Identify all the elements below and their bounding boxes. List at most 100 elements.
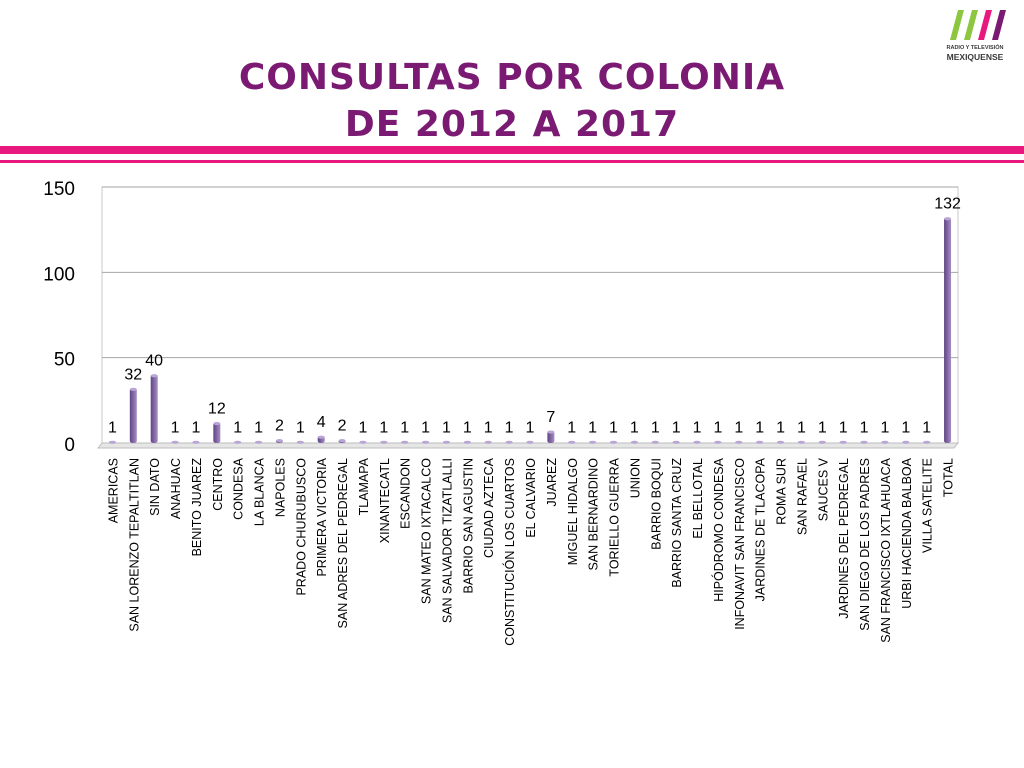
x-tick-label: BARRIO BOQUI bbox=[649, 458, 663, 550]
logo-stripe bbox=[964, 10, 978, 40]
data-label: 1 bbox=[484, 419, 493, 436]
x-tick-label: TOTAL bbox=[942, 458, 956, 497]
data-label: 1 bbox=[672, 419, 681, 436]
x-tick-label: HIPÓDROMO CONDESA bbox=[711, 457, 726, 601]
bar-top bbox=[526, 440, 534, 444]
data-label: 1 bbox=[505, 419, 514, 436]
data-label: 1 bbox=[797, 419, 806, 436]
x-tick-label: CIUDAD AZTECA bbox=[482, 457, 496, 558]
bar-top bbox=[484, 440, 492, 444]
x-tick-label: PRADO CHURUBUSCO bbox=[294, 458, 308, 596]
data-label: 1 bbox=[609, 419, 618, 436]
data-label: 1 bbox=[860, 419, 869, 436]
data-label: 12 bbox=[208, 401, 226, 418]
data-label: 1 bbox=[379, 419, 388, 436]
bar-top bbox=[108, 440, 116, 444]
x-tick-label: LA BLANCA bbox=[253, 457, 267, 526]
data-label: 1 bbox=[567, 419, 576, 436]
bar-top bbox=[422, 440, 430, 444]
data-label: 1 bbox=[526, 419, 535, 436]
x-tick-label: SAN BERNARDINO bbox=[587, 458, 601, 571]
bar-top bbox=[797, 440, 805, 444]
slide-title-line1: CONSULTAS POR COLONIA bbox=[238, 57, 786, 98]
x-tick-label: TLAMAPA bbox=[357, 457, 371, 515]
data-label: 132 bbox=[934, 196, 961, 213]
bar-top bbox=[839, 440, 847, 444]
data-label: 1 bbox=[191, 419, 200, 436]
logo-text-bottom: MEXIQUENSE bbox=[946, 52, 1004, 62]
bar-top bbox=[213, 421, 221, 426]
y-tick-label: 150 bbox=[43, 179, 75, 200]
x-tick-label: EL CALVARIO bbox=[524, 458, 538, 538]
data-label: 2 bbox=[275, 418, 284, 435]
data-label: 1 bbox=[254, 419, 263, 436]
data-label: 1 bbox=[901, 419, 910, 436]
data-label: 2 bbox=[338, 418, 347, 435]
logo-stripe bbox=[950, 10, 964, 40]
bar-top bbox=[651, 440, 659, 444]
bar-top bbox=[902, 440, 910, 444]
bar-top bbox=[777, 440, 785, 444]
bar-top bbox=[923, 440, 931, 444]
bar-top bbox=[505, 440, 513, 444]
bar-top bbox=[359, 440, 367, 444]
data-label: 1 bbox=[755, 419, 764, 436]
x-tick-label: ANAHUAC bbox=[169, 458, 183, 519]
header-divider-line bbox=[0, 160, 1024, 163]
y-tick-label: 100 bbox=[43, 264, 75, 285]
bar-top bbox=[338, 438, 346, 443]
bar-top bbox=[672, 440, 680, 444]
y-tick-label: 50 bbox=[54, 350, 75, 371]
data-label: 32 bbox=[124, 366, 142, 383]
y-tick-label: 0 bbox=[64, 435, 75, 456]
x-tick-label: SAN DIEGO DE LOS PADRES bbox=[858, 458, 872, 631]
x-tick-label: JUAREZ bbox=[545, 458, 559, 507]
bar-top bbox=[317, 435, 325, 439]
bar bbox=[213, 422, 221, 443]
logo-stripes-icon bbox=[950, 10, 1006, 40]
bar-top bbox=[192, 440, 200, 444]
bar-top bbox=[589, 440, 597, 444]
data-label: 1 bbox=[442, 419, 451, 436]
data-label: 1 bbox=[713, 419, 722, 436]
bar-top bbox=[610, 440, 618, 444]
bar-top bbox=[129, 387, 137, 391]
data-label: 1 bbox=[233, 419, 242, 436]
x-tick-label: JARDINES DE TLACOPA bbox=[754, 457, 768, 601]
x-tick-label: SAN RAFAEL bbox=[795, 458, 809, 535]
logo-text-top: RADIO Y TELEVISIÓN bbox=[946, 45, 1004, 51]
x-tick-label: CONDESA bbox=[232, 457, 246, 519]
data-label: 7 bbox=[546, 409, 555, 426]
plot-area bbox=[101, 186, 959, 444]
data-label: 1 bbox=[588, 419, 597, 436]
bar-top bbox=[735, 440, 743, 444]
x-tick-label: INFONAVIT SAN FRANCISCO bbox=[733, 458, 747, 630]
bar-top bbox=[568, 440, 576, 444]
x-tick-label: BARRIO SAN AGUSTIN bbox=[461, 458, 475, 593]
bar-top bbox=[714, 440, 722, 444]
x-tick-label: VILLA SATELITE bbox=[921, 458, 935, 553]
bar-top bbox=[150, 374, 158, 378]
data-label: 1 bbox=[421, 419, 430, 436]
slide-title-line2: DE 2012 A 2017 bbox=[344, 104, 680, 145]
data-label: 1 bbox=[922, 419, 931, 436]
bar-top bbox=[171, 440, 179, 444]
channel-logo: RADIO Y TELEVISIÓN MEXIQUENSE bbox=[938, 8, 1012, 62]
x-tick-label: JARDINES DEL PEDREGAL bbox=[837, 458, 851, 619]
x-tick-label: AMERICAS bbox=[106, 458, 120, 523]
data-label: 1 bbox=[880, 419, 889, 436]
x-tick-label: TORIELLO GUERRA bbox=[608, 457, 622, 576]
bar-top bbox=[234, 440, 242, 444]
x-tick-label: SAUCES V bbox=[816, 457, 830, 521]
data-label: 40 bbox=[145, 353, 163, 370]
x-tick-label: SAN MATEO IXTACALCO bbox=[420, 458, 434, 604]
x-tick-label: SAN ADRES DEL PEDREGAL bbox=[336, 458, 350, 628]
data-label: 1 bbox=[400, 419, 409, 436]
bar-top bbox=[275, 438, 283, 443]
x-tick-label: SAN LORENZO TEPALTITLAN bbox=[127, 458, 141, 632]
bar-top bbox=[693, 440, 701, 444]
bar-top bbox=[401, 440, 409, 444]
bar-top bbox=[380, 440, 388, 444]
data-label: 1 bbox=[818, 419, 827, 436]
data-label: 4 bbox=[317, 414, 326, 431]
